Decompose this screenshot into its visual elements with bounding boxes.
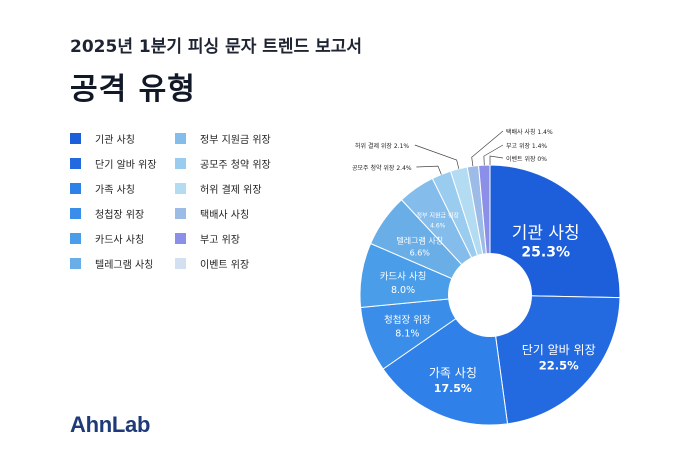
legend-label: 단기 알바 위장 — [95, 160, 157, 171]
callout-line — [471, 130, 504, 167]
slice-label: 기관 사칭 — [512, 223, 580, 243]
slice-label: 청첩장 위장 — [384, 314, 431, 326]
legend-label: 택배사 사칭 — [200, 210, 250, 221]
callout-label: 이벤트 위장 0% — [506, 155, 547, 163]
slice-value-label: 25.3% — [521, 244, 570, 260]
legend-label: 텔레그램 사칭 — [95, 260, 154, 271]
legend-swatch — [175, 233, 186, 244]
legend-label: 기관 사칭 — [95, 135, 135, 146]
legend-label: 이벤트 위장 — [200, 260, 250, 271]
legend-item: 카드사 사칭 — [70, 226, 180, 251]
legend-item: 텔레그램 사칭 — [70, 251, 180, 276]
legend-swatch — [175, 258, 186, 269]
slice-value-label: 8.0% — [391, 285, 415, 296]
pie-slice — [489, 294, 621, 425]
legend-item: 정부 지원금 위장 — [175, 126, 285, 151]
callout-label: 공모주 청약 위장 2.4% — [352, 164, 412, 172]
report-subtitle: 2025년 1분기 피싱 문자 트렌드 보고서 — [70, 37, 363, 57]
legend-item: 부고 위장 — [175, 226, 285, 251]
legend-item: 이벤트 위장 — [175, 251, 285, 276]
slice-value-label: 22.5% — [539, 359, 579, 373]
ahnlab-logo: AhnLab — [70, 412, 151, 437]
legend-swatch — [70, 233, 81, 244]
callout-label: 허위 결제 위장 2.1% — [355, 142, 409, 150]
legend-item: 단기 알바 위장 — [70, 151, 180, 176]
slice-label: 정부 지원금 위장 — [417, 211, 460, 219]
callout-label: 택배사 사칭 1.4% — [506, 128, 553, 136]
callout-line — [416, 165, 442, 175]
legend-swatch — [175, 183, 186, 194]
legend-item: 허위 결제 위장 — [175, 176, 285, 201]
legend-item: 공모주 청약 위장 — [175, 151, 285, 176]
pie-slice — [489, 164, 621, 299]
legend-swatch — [70, 158, 81, 169]
legend-item: 기관 사칭 — [70, 126, 180, 151]
legend-label: 허위 결제 위장 — [200, 185, 262, 196]
slice-label: 카드사 사칭 — [380, 271, 427, 282]
slice-label: 텔레그램 사칭 — [396, 235, 443, 245]
slice-value-label: 6.6% — [410, 248, 431, 257]
legend-swatch — [70, 208, 81, 219]
legend-item: 가족 사칭 — [70, 176, 180, 201]
callout-line — [489, 155, 504, 165]
page-title: 공격 유형 — [70, 72, 196, 107]
legend-label: 카드사 사칭 — [95, 235, 145, 246]
donut-hole — [448, 253, 532, 337]
legend-swatch — [175, 133, 186, 144]
legend-item: 청첩장 위장 — [70, 201, 180, 226]
callout-line — [483, 144, 504, 166]
legend-label: 부고 위장 — [200, 235, 240, 246]
callout-line — [414, 144, 460, 169]
legend-label: 정부 지원금 위장 — [200, 135, 271, 146]
slice-label: 가족 사칭 — [429, 366, 477, 380]
slice-value-label: 4.6% — [430, 222, 446, 229]
legend-swatch — [70, 258, 81, 269]
slice-label: 단기 알바 위장 — [522, 343, 596, 357]
legend-swatch — [175, 208, 186, 219]
legend-swatch — [175, 158, 186, 169]
legend-column-2: 정부 지원금 위장 공모주 청약 위장 허위 결제 위장 택배사 사칭 부고 위… — [175, 126, 285, 276]
legend-label: 공모주 청약 위장 — [200, 160, 271, 171]
legend-label: 가족 사칭 — [95, 185, 135, 196]
legend-swatch — [70, 183, 81, 194]
callout-label: 부고 위장 1.4% — [506, 142, 547, 150]
slice-value-label: 8.1% — [395, 329, 419, 340]
legend-column-1: 기관 사칭 단기 알바 위장 가족 사칭 청첩장 위장 카드사 사칭 텔레그램 … — [70, 126, 180, 276]
legend-swatch — [70, 133, 81, 144]
slice-value-label: 17.5% — [434, 382, 472, 395]
legend-label: 청첩장 위장 — [95, 210, 145, 221]
legend-item: 택배사 사칭 — [175, 201, 285, 226]
